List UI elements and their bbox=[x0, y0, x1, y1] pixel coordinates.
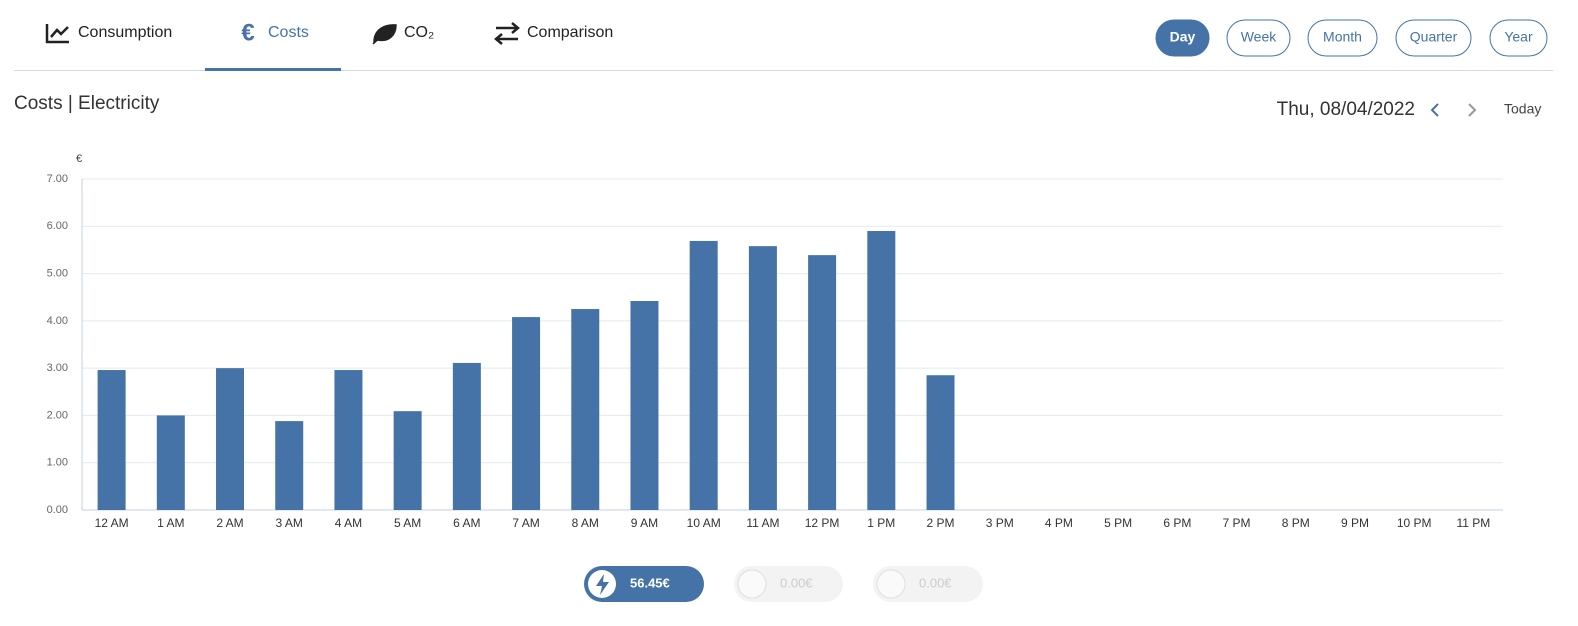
period-label: Quarter bbox=[1410, 29, 1458, 45]
x-tick-label: 10 AM bbox=[687, 516, 721, 530]
total-pill[interactable] bbox=[584, 566, 704, 602]
total-icon bbox=[876, 569, 906, 599]
totals: 56.45€ 0.00€ 0.00€ bbox=[584, 566, 983, 602]
period-label: Week bbox=[1241, 29, 1278, 45]
bar bbox=[571, 309, 600, 510]
x-tick-label: 2 PM bbox=[927, 516, 955, 530]
x-tick-label: 9 AM bbox=[631, 516, 658, 530]
x-tick-label: 2 AM bbox=[216, 516, 243, 530]
x-tick-label: 12 PM bbox=[805, 516, 840, 530]
bar bbox=[867, 231, 896, 510]
x-tick-label: 1 AM bbox=[157, 516, 184, 530]
x-tick-label: 11 PM bbox=[1456, 516, 1490, 530]
prev-button[interactable] bbox=[1430, 103, 1439, 117]
period-button[interactable] bbox=[1155, 19, 1210, 57]
period-label: Day bbox=[1170, 29, 1196, 45]
total-value: 0.00€ bbox=[780, 575, 813, 590]
bar bbox=[97, 370, 126, 510]
period-label: Month bbox=[1323, 29, 1362, 45]
y-tick-label: 5.00 bbox=[47, 267, 68, 279]
bar bbox=[334, 370, 363, 510]
consumption-icon bbox=[45, 24, 69, 44]
bar bbox=[748, 246, 777, 510]
x-tick-label: 5 AM bbox=[394, 516, 421, 530]
bar bbox=[452, 362, 481, 510]
bar bbox=[275, 421, 304, 510]
x-tick-label: 3 PM bbox=[986, 516, 1014, 530]
total-value: 0.00€ bbox=[919, 575, 952, 590]
x-tick-label: 6 AM bbox=[453, 516, 480, 530]
period-button[interactable] bbox=[1395, 19, 1472, 57]
leaf-icon bbox=[372, 24, 397, 45]
x-tick-label: 6 PM bbox=[1163, 516, 1191, 530]
period-selector: Day Week Month Quarter Year bbox=[1155, 19, 1548, 57]
period-button[interactable] bbox=[1307, 19, 1378, 57]
x-tick-label: 11 AM bbox=[746, 516, 779, 530]
y-tick-label: 2.00 bbox=[47, 409, 68, 421]
x-tick-label: 8 AM bbox=[572, 516, 599, 530]
tab[interactable]: Consumption bbox=[78, 24, 172, 41]
x-tick-label: 1 PM bbox=[867, 516, 895, 530]
bar bbox=[512, 317, 541, 510]
euro-icon: € bbox=[241, 19, 254, 46]
total-icon bbox=[737, 569, 767, 599]
today-button[interactable]: Today bbox=[1504, 101, 1541, 117]
heading: Costs | Electricity bbox=[14, 93, 160, 114]
bar bbox=[156, 415, 185, 510]
x-tick-label: 10 PM bbox=[1397, 516, 1432, 530]
x-tick-label: 4 PM bbox=[1045, 516, 1073, 530]
y-tick-label: 6.00 bbox=[47, 220, 68, 232]
compare-icon bbox=[494, 22, 520, 45]
tab[interactable]: Comparison bbox=[527, 24, 613, 41]
bar bbox=[393, 411, 422, 510]
x-tick-label: 3 AM bbox=[276, 516, 303, 530]
period-button[interactable] bbox=[1489, 19, 1548, 57]
chart: 0.00 1.00 2.00 3.00 4.00 5.00 6.00 7.00 12 AM 1 A… bbox=[47, 173, 1503, 530]
y-tick-label: 7.00 bbox=[47, 173, 68, 185]
x-tick-label: 5 PM bbox=[1104, 516, 1132, 530]
tab[interactable]: CO₂ bbox=[404, 24, 434, 41]
bar bbox=[926, 375, 955, 510]
y-tick-label: 3.00 bbox=[47, 362, 68, 374]
period-button[interactable] bbox=[1226, 19, 1291, 57]
bar bbox=[630, 300, 659, 510]
bolt-icon bbox=[596, 574, 609, 595]
bar bbox=[216, 368, 245, 510]
x-tick-label: 4 AM bbox=[335, 516, 362, 530]
x-tick-label: 12 AM bbox=[95, 516, 129, 530]
x-tick-label: 8 PM bbox=[1282, 516, 1310, 530]
date: Thu, 08/04/2022 bbox=[1277, 99, 1415, 120]
tab[interactable]: Costs bbox=[268, 24, 309, 41]
y-axis-unit: € bbox=[76, 153, 82, 165]
total-value: 56.45€ bbox=[630, 575, 670, 590]
bar bbox=[808, 255, 837, 510]
period-label: Year bbox=[1504, 29, 1533, 45]
bar bbox=[689, 240, 718, 511]
y-tick-label: 0.00 bbox=[47, 504, 68, 516]
x-tick-label: 9 PM bbox=[1341, 516, 1369, 530]
x-tick-label: 7 AM bbox=[512, 516, 539, 530]
x-tick-label: 7 PM bbox=[1223, 516, 1251, 530]
next-button[interactable] bbox=[1468, 103, 1477, 117]
y-tick-label: 1.00 bbox=[47, 457, 68, 469]
y-tick-label: 4.00 bbox=[47, 315, 68, 327]
active-tab-indicator bbox=[205, 68, 341, 71]
